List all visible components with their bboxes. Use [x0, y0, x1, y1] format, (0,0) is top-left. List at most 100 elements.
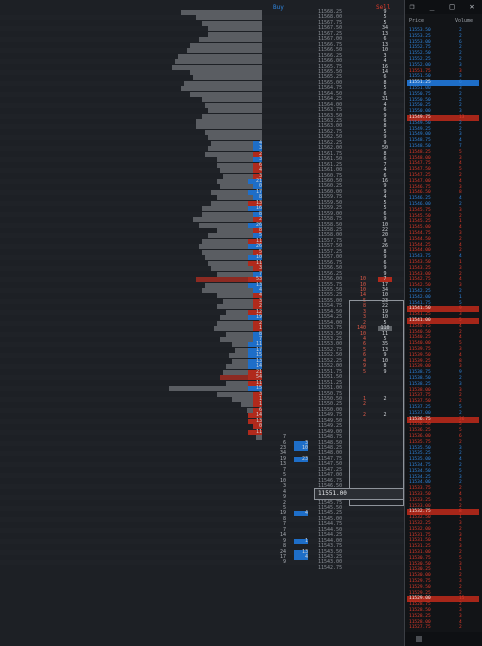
dom-row[interactable]: 11551.25 6	[407, 80, 479, 87]
footprint-chart[interactable]: Buy Sell 11568.25 9 11568.00 5 11567.75 5 1156…	[0, 0, 404, 646]
ladder-row[interactable]: 11567.00 6	[0, 37, 404, 43]
ladder-row[interactable]: 16 11559.25 5	[0, 206, 404, 212]
ladder-row[interactable]: 34 11548.00	[0, 451, 404, 456]
ladder-row[interactable]: 11563.25 6	[0, 119, 404, 124]
dom-row[interactable]: 11534.50 5	[407, 469, 479, 475]
ladder-row[interactable]: 11 11549.00	[0, 429, 404, 435]
dom-row[interactable]: 11531.50 4	[407, 538, 479, 544]
dom-row[interactable]: 11532.75 8	[407, 509, 479, 516]
dom-row[interactable]: 11547.25 2	[407, 173, 479, 179]
dom-scrollbar[interactable]	[405, 632, 482, 646]
ladder-row[interactable]: 17 5 11552.75 13	[0, 347, 404, 353]
ladder-row[interactable]: 11564.75 5	[0, 86, 404, 92]
dom-row[interactable]: 11550.50 2	[407, 98, 479, 104]
ladder-row[interactable]: 7 11548.75	[0, 435, 404, 441]
ladder-row[interactable]: 11566.00 4	[0, 59, 404, 65]
dom-row[interactable]: 11537.00 2	[407, 411, 479, 417]
dom-row[interactable]: 11532.50 1	[407, 515, 479, 521]
ladder-row[interactable]: 14 11544.25	[0, 533, 404, 538]
close-icon[interactable]: ✕	[469, 2, 475, 11]
ladder-row[interactable]: 11564.25 31	[0, 97, 404, 103]
ladder-row[interactable]: 11566.75 13	[0, 42, 404, 48]
ladder-row[interactable]: 11565.50 14	[0, 69, 404, 75]
dom-row[interactable]: 11529.75 3	[407, 579, 479, 585]
ladder-row[interactable]: 7 11544.75	[0, 522, 404, 527]
ladder-row[interactable]: 54 11551.50	[0, 375, 404, 381]
dom-row[interactable]: 11542.50 3	[407, 283, 479, 289]
dom-row[interactable]: 11551.00 3	[407, 86, 479, 92]
ladder-row[interactable]: 7 4 11553.25 5	[0, 337, 404, 342]
ladder-row[interactable]: 15 6 11552.50 9	[0, 353, 404, 359]
ladder-row[interactable]: 6 11550.00	[0, 407, 404, 413]
dom-row[interactable]: 11536.00 6	[407, 434, 479, 440]
ladder-row[interactable]: 5 11545.50	[0, 505, 404, 511]
ladder-row[interactable]: 2 2 11554.00 5	[0, 320, 404, 326]
dom-row[interactable]: 11532.00 2	[407, 527, 479, 533]
dom-row[interactable]: 11550.25 2	[407, 103, 479, 109]
dom-row[interactable]: 11546.00 2	[407, 202, 479, 208]
dom-row[interactable]: 11544.50 2	[407, 237, 479, 243]
ladder-row[interactable]: 3 11546.50	[0, 484, 404, 489]
dom-row[interactable]: 11547.50 5	[407, 167, 479, 173]
dom-row[interactable]: 11545.75 3	[407, 208, 479, 214]
dom-row[interactable]: 11528.50 3	[407, 608, 479, 614]
ladder-row[interactable]: 15 11551.00	[0, 386, 404, 392]
ladder-row[interactable]: 13 11559.50 5	[0, 200, 404, 206]
ladder-row[interactable]: 4 14 11555.25 10	[0, 293, 404, 299]
ladder-row[interactable]: 11563.75 6	[0, 108, 404, 114]
dom-row[interactable]: 11541.25 3	[407, 312, 479, 318]
minimize-icon[interactable]: _	[429, 2, 435, 11]
dom-row[interactable]: 11529.00 15	[407, 596, 479, 603]
ladder-row[interactable]: 4 11561.00 4	[0, 168, 404, 174]
ladder-row[interactable]: 19 23 11547.75	[0, 456, 404, 462]
dom-row[interactable]: 11553.50 2	[407, 28, 479, 34]
dom-row[interactable]: 11535.25 2	[407, 451, 479, 457]
dom-row[interactable]: 11552.00 3	[407, 63, 479, 69]
ladder-row[interactable]: 4 11562.25 9	[0, 140, 404, 146]
ladder-row[interactable]: 11567.75 5	[0, 20, 404, 26]
dom-row[interactable]: 11548.50 7	[407, 144, 479, 150]
ladder-row[interactable]: 9 1 11544.00	[0, 538, 404, 544]
dom-row[interactable]: 11547.00 4	[407, 179, 479, 185]
dom-row[interactable]: 11543.00 2	[407, 272, 479, 278]
dom-row[interactable]: 11530.25 1	[407, 567, 479, 573]
ladder-row[interactable]: 17 4 11543.25	[0, 555, 404, 560]
dom-row[interactable]: 11539.25 8	[407, 359, 479, 365]
dom-row[interactable]: 11548.00 3	[407, 156, 479, 162]
ladder-row[interactable]: 7 11547.25	[0, 467, 404, 473]
dom-row[interactable]: 11538.25 3	[407, 382, 479, 388]
ladder-row[interactable]: 3 11561.50 6	[0, 157, 404, 163]
dom-row[interactable]: 11534.00 2	[407, 480, 479, 486]
ladder-row[interactable]: 19 4 11545.25	[0, 511, 404, 517]
dom-row[interactable]: 11546.50 8	[407, 190, 479, 196]
dom-row[interactable]: 11531.25 3	[407, 544, 479, 550]
dom-row[interactable]: 11533.75 2	[407, 486, 479, 492]
dom-row[interactable]: 11548.25 5	[407, 150, 479, 156]
ladder-row[interactable]: 1 140 11553.75 110	[0, 326, 404, 332]
ladder-row[interactable]: 23 10 11548.25	[0, 446, 404, 451]
ladder-row[interactable]: 11563.50 9	[0, 113, 404, 119]
dom-row[interactable]: 11543.75 4	[407, 254, 479, 260]
ladder-row[interactable]: 8 11543.75	[0, 544, 404, 549]
dom-row[interactable]: 11553.25 2	[407, 34, 479, 40]
ladder-row[interactable]: 3 11560.75 6	[0, 173, 404, 179]
ladder-row[interactable]: 11567.50 34	[0, 26, 404, 32]
dom-row[interactable]: 11546.75 3	[407, 185, 479, 191]
ladder-row[interactable]: 11542.75	[0, 565, 404, 571]
dom-row[interactable]: 11550.75 2	[407, 92, 479, 98]
ladder-row[interactable]: 13 11547.50	[0, 462, 404, 467]
dom-row[interactable]: 11543.50 1	[407, 260, 479, 266]
dom-row[interactable]: 11535.75 2	[407, 440, 479, 446]
dom-row[interactable]: 11551.75 3	[407, 69, 479, 75]
restore-icon[interactable]: ❐	[409, 2, 415, 11]
ladder-row[interactable]: 2 11558.75 9	[0, 217, 404, 223]
dom-row[interactable]: 11528.00 4	[407, 620, 479, 626]
dom-row[interactable]: 11530.75 5	[407, 556, 479, 562]
dom-row[interactable]: 11552.75 2	[407, 45, 479, 51]
dom-row[interactable]: 11544.00 2	[407, 248, 479, 254]
dom-row[interactable]: 11539.75 3	[407, 347, 479, 353]
ladder-row[interactable]: 3 11556.50 9	[0, 266, 404, 272]
dom-row[interactable]: 11527.75 2	[407, 625, 479, 631]
ladder-row[interactable]: 4 10 11555.50 34	[0, 287, 404, 293]
ladder-row[interactable]: 0 11549.25	[0, 424, 404, 430]
